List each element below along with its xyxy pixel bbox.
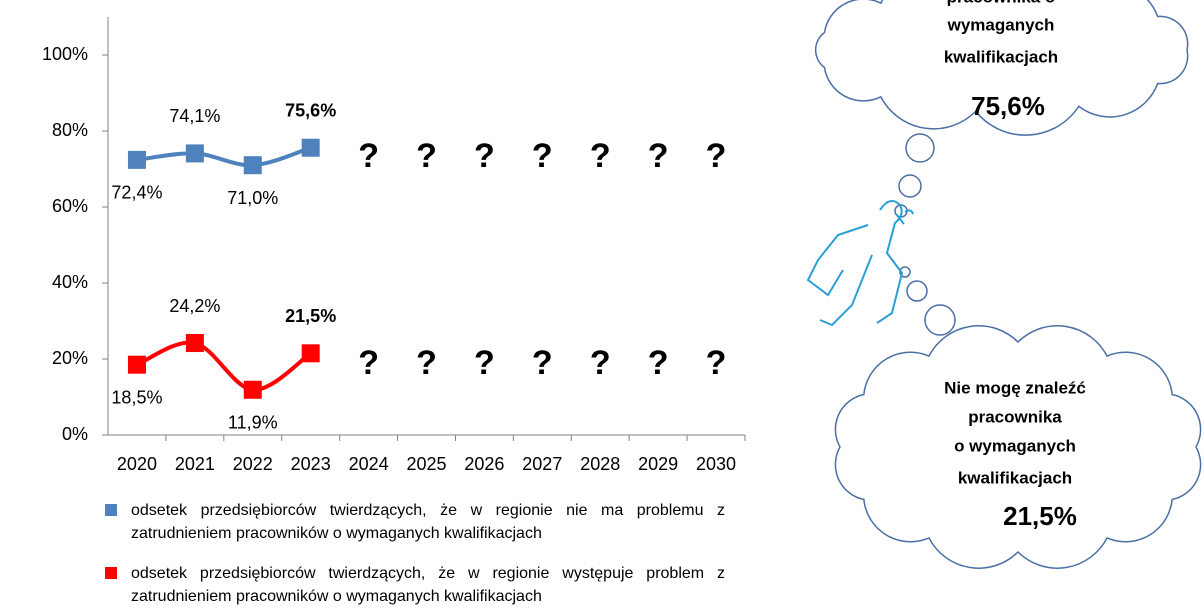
y-tick-label: 20% (52, 348, 88, 368)
future-marker: ? (648, 137, 669, 175)
cloud-text: Nie mogę znaleźć (944, 378, 1086, 397)
x-tick-label: 2021 (175, 454, 215, 474)
value-label: 72,4% (111, 183, 162, 203)
future-marker: ? (358, 344, 379, 382)
cloud-text: o wymaganych (954, 436, 1076, 455)
future-marker: ? (706, 344, 727, 382)
series-line (137, 148, 311, 166)
future-marker: ? (474, 344, 495, 382)
x-tick-label: 2020 (117, 454, 157, 474)
point-marker (244, 381, 262, 399)
future-marker: ? (648, 344, 669, 382)
legend-label: odsetek przedsiębiorców twierdzących, że… (131, 499, 725, 545)
future-marker: ? (358, 137, 379, 175)
x-tick-label: 2022 (233, 454, 273, 474)
point-marker (186, 334, 204, 352)
cloud-text: wymaganych (947, 15, 1055, 34)
series-line (137, 343, 311, 390)
page: 0% 20% 40% 60% 80% 100% 2020 2021 2022 2023 2024 20… (0, 0, 1204, 611)
x-tick-label: 2028 (580, 454, 620, 474)
y-tick-label: 60% (52, 196, 88, 216)
point-marker (128, 356, 146, 374)
y-tick-label: 100% (42, 44, 88, 64)
legend-label: odsetek przedsiębiorców twierdzących, że… (131, 562, 725, 608)
future-marker: ? (416, 344, 437, 382)
thought-bubble (925, 305, 955, 335)
point-marker (186, 144, 204, 162)
future-marker: ? (474, 137, 495, 175)
cloud-text: pracownika (968, 407, 1062, 426)
x-tick-label: 2029 (638, 454, 678, 474)
x-tick-label: 2024 (349, 454, 389, 474)
point-marker (244, 156, 262, 174)
legend-entry: odsetek przedsiębiorców twierdzących, że… (105, 562, 725, 608)
future-marker: ? (532, 137, 553, 175)
y-tick-label: 0% (62, 424, 88, 444)
cloud-value: 21,5% (1003, 501, 1077, 531)
value-label: 75,6% (285, 100, 336, 120)
value-label: 74,1% (169, 106, 220, 126)
legend-swatch (105, 567, 117, 579)
x-tick-label: 2027 (522, 454, 562, 474)
future-marker: ? (416, 137, 437, 175)
future-marker: ? (532, 344, 553, 382)
value-label: 24,2% (169, 296, 220, 316)
x-tick-label: 2025 (406, 454, 446, 474)
legend-swatch (105, 504, 117, 516)
y-tick-label: 80% (52, 120, 88, 140)
future-marker: ? (706, 137, 727, 175)
cloud-text: kwalifikacjach (944, 47, 1058, 66)
value-label: 11,9% (228, 413, 278, 433)
x-tick-label: 2026 (464, 454, 504, 474)
x-tick-label: 2023 (291, 454, 331, 474)
person-figure (808, 201, 913, 325)
value-label: 18,5% (111, 387, 162, 407)
future-marker: ? (590, 137, 611, 175)
thought-bubble (907, 281, 927, 301)
point-marker (128, 151, 146, 169)
thought-bubble (899, 175, 921, 197)
thought-bubble (906, 134, 934, 162)
value-label: 21,5% (285, 306, 336, 326)
cloud-text: pracownika o (947, 0, 1056, 6)
future-marker: ? (590, 344, 611, 382)
value-label: 71,0% (227, 188, 278, 208)
cloud-text: kwalifikacjach (958, 468, 1072, 487)
y-tick-label: 40% (52, 272, 88, 292)
point-marker (302, 139, 320, 157)
x-tick-label: 2030 (696, 454, 736, 474)
point-marker (302, 344, 320, 362)
legend-entry: odsetek przedsiębiorców twierdzących, że… (105, 499, 725, 545)
cloud-value: 75,6% (971, 91, 1045, 121)
